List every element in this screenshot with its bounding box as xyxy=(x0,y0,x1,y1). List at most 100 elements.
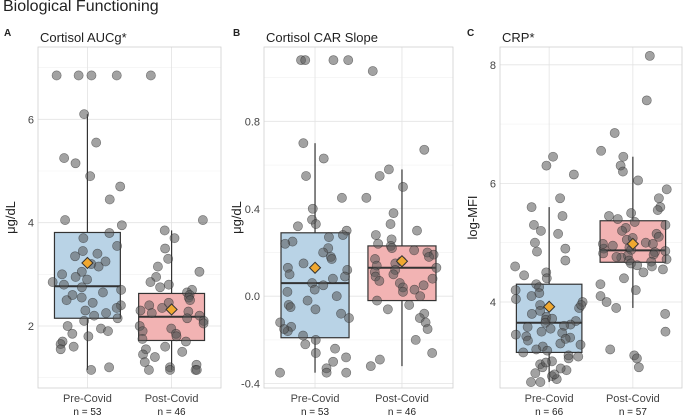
x-category-label: Post-Covid xyxy=(145,393,199,405)
mean-marker xyxy=(308,261,322,274)
data-point xyxy=(318,247,329,258)
data-point xyxy=(611,303,622,313)
data-point xyxy=(595,279,606,290)
data-point xyxy=(424,251,434,262)
data-point xyxy=(510,329,521,340)
data-point xyxy=(398,181,408,192)
data-point xyxy=(415,291,426,302)
data-point xyxy=(60,215,70,225)
data-point xyxy=(638,267,649,278)
data-point xyxy=(70,272,81,282)
data-point xyxy=(653,231,664,242)
data-point xyxy=(387,243,397,254)
data-point xyxy=(604,211,614,221)
data-point xyxy=(182,313,193,324)
y-tick-label: 0.0 xyxy=(245,291,260,303)
data-point xyxy=(526,377,536,387)
data-point xyxy=(318,280,329,291)
data-point xyxy=(104,194,115,205)
n-label: n = 53 xyxy=(301,407,330,418)
data-point xyxy=(111,70,122,81)
panel-label-c: C xyxy=(467,28,474,39)
data-point xyxy=(661,254,672,265)
y-tick-label: 0.4 xyxy=(245,204,260,216)
data-point xyxy=(191,365,202,375)
data-point xyxy=(427,273,438,284)
data-point xyxy=(370,230,381,240)
data-point xyxy=(104,228,115,238)
data-point xyxy=(576,300,587,310)
data-point xyxy=(87,297,98,308)
data-point xyxy=(555,193,566,204)
data-point xyxy=(388,269,399,280)
data-point xyxy=(601,297,612,307)
data-point xyxy=(301,171,311,181)
data-point xyxy=(310,348,321,358)
data-point xyxy=(367,66,378,76)
data-point xyxy=(549,369,560,380)
data-point xyxy=(55,344,66,355)
n-label: n = 57 xyxy=(619,407,648,418)
y-tick-label: 2 xyxy=(28,321,34,333)
data-point xyxy=(343,55,354,66)
panel-title: Cortisol CAR Slope xyxy=(266,30,378,45)
data-point xyxy=(382,304,393,315)
x-category-label: Post-Covid xyxy=(606,393,660,405)
data-point xyxy=(58,279,69,290)
panel-label-b: B xyxy=(233,28,240,39)
data-point xyxy=(324,232,334,243)
data-point xyxy=(77,246,88,256)
data-point xyxy=(51,70,62,81)
x-category-label: Pre-Covid xyxy=(525,393,574,405)
data-point xyxy=(197,215,208,225)
data-point xyxy=(76,292,87,303)
data-point xyxy=(511,294,521,304)
panel-border xyxy=(499,46,683,389)
n-label: n = 46 xyxy=(388,407,417,418)
data-point xyxy=(541,357,551,368)
data-point xyxy=(139,357,150,368)
data-point xyxy=(374,354,385,365)
data-point xyxy=(532,246,542,257)
data-point xyxy=(629,217,640,227)
data-point xyxy=(431,262,442,273)
data-point xyxy=(510,261,521,272)
data-point xyxy=(91,137,102,148)
data-point xyxy=(82,274,92,285)
panel-border xyxy=(263,46,454,389)
data-point xyxy=(80,305,91,316)
data-point xyxy=(412,225,422,236)
n-label: n = 46 xyxy=(158,407,187,418)
data-point xyxy=(660,220,671,230)
data-point xyxy=(171,331,182,342)
data-point xyxy=(365,361,376,372)
data-point xyxy=(116,284,127,295)
data-point xyxy=(617,225,627,236)
data-point xyxy=(630,285,641,296)
data-point xyxy=(78,233,89,244)
data-point xyxy=(530,237,540,248)
data-point xyxy=(194,266,205,277)
y-tick-label: 6 xyxy=(490,178,496,190)
mean-marker xyxy=(542,300,556,313)
data-point xyxy=(57,269,67,280)
y-axis-label: log-MFI xyxy=(465,195,480,239)
data-point xyxy=(275,367,285,378)
data-point xyxy=(618,151,629,162)
data-point xyxy=(526,291,537,301)
data-point xyxy=(92,248,103,259)
data-point xyxy=(555,363,566,374)
data-point xyxy=(611,252,622,262)
data-point xyxy=(418,280,429,291)
mean-marker xyxy=(165,303,178,316)
data-point xyxy=(632,260,643,271)
data-point xyxy=(598,248,609,259)
data-point xyxy=(518,347,529,358)
data-point xyxy=(596,145,607,156)
data-point xyxy=(536,326,547,337)
data-point xyxy=(103,326,113,337)
y-tick-label: 4 xyxy=(490,297,496,309)
data-point xyxy=(282,286,293,297)
data-point xyxy=(563,353,574,364)
data-point xyxy=(340,271,350,282)
